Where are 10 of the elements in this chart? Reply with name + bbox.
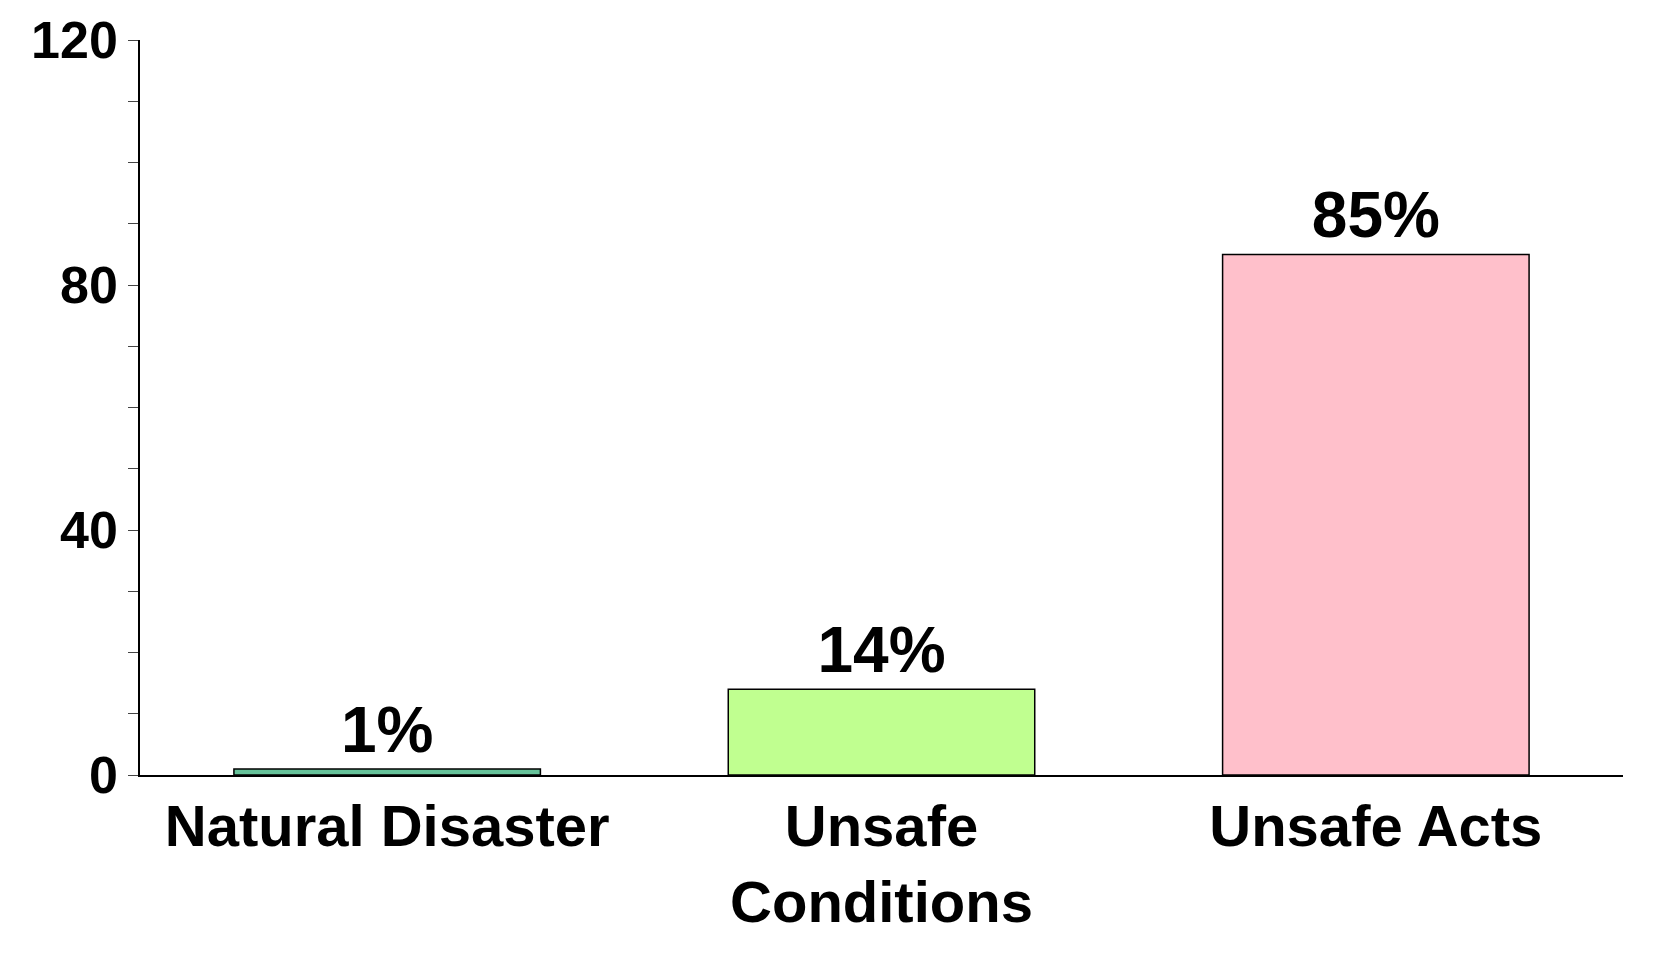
y-tick-label: 40 bbox=[60, 501, 118, 560]
data-label: 14% bbox=[817, 614, 946, 687]
data-label: 1% bbox=[340, 693, 434, 766]
y-tick-label: 120 bbox=[31, 11, 118, 70]
y-tick-label: 80 bbox=[60, 256, 118, 315]
x-tick-label: Natural Disaster bbox=[164, 793, 610, 859]
y-tick-label: 0 bbox=[88, 746, 118, 805]
x-tick-label: Unsafe Conditions bbox=[730, 793, 1033, 934]
x-tick-label: Unsafe Acts bbox=[1209, 793, 1543, 859]
data-label: 85% bbox=[1311, 179, 1440, 252]
